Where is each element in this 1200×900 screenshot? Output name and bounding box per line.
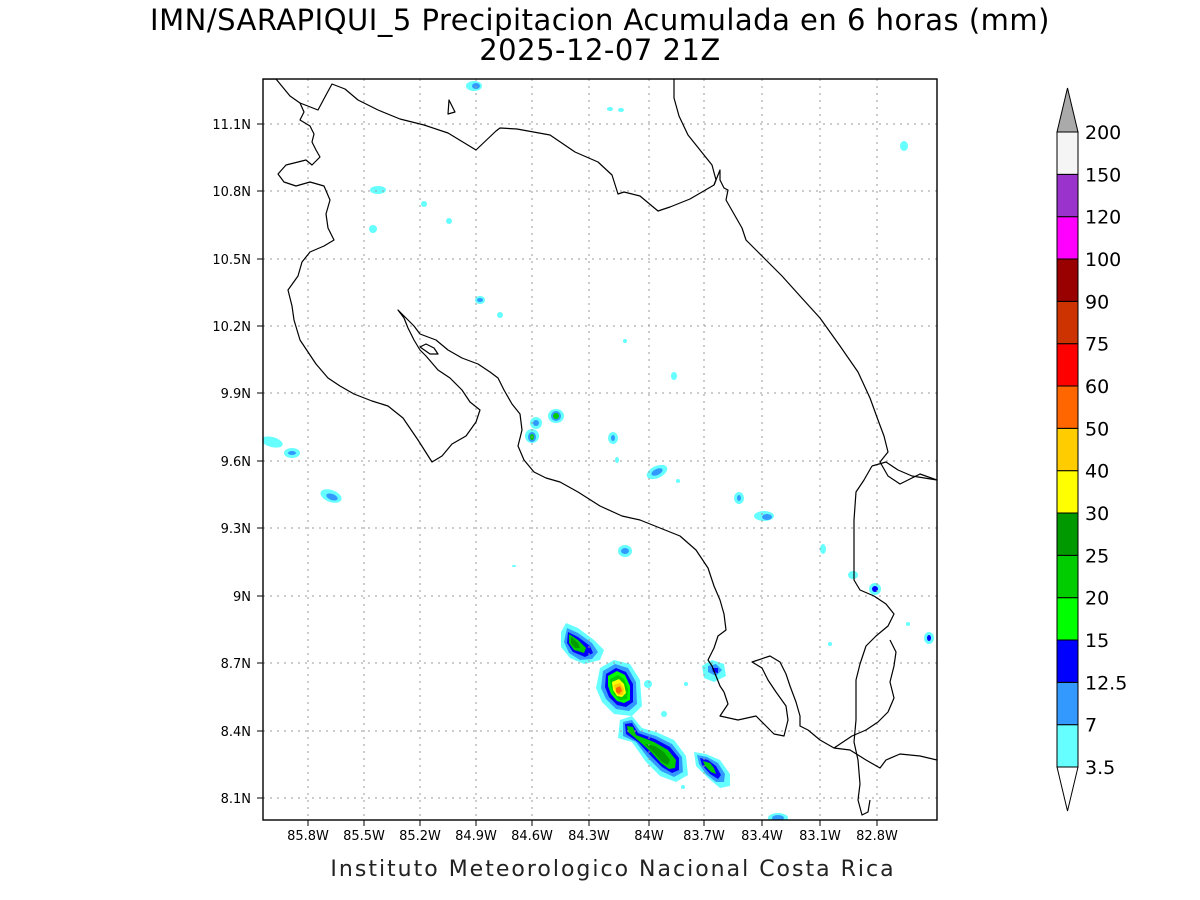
pacific-coast-north	[263, 79, 727, 693]
rain-cell-burica	[694, 752, 730, 788]
lon-tick-label: 84.3W	[568, 829, 610, 844]
lat-tick-label: 11.1N	[212, 118, 251, 133]
lon-tick-label: 84.6W	[511, 829, 553, 844]
lon-tick-labels: 85.8W 85.5W 85.2W 84.9W 84.6W 84.3W 84W 83.7W 83…	[287, 820, 898, 844]
lat-tick-label: 9.9N	[221, 387, 251, 402]
lon-tick-label: 83.7W	[683, 829, 725, 844]
colorbar-swatch	[1056, 343, 1079, 387]
rain-cell-osa-north	[561, 623, 604, 664]
lon-tick-label: 84W	[634, 829, 664, 844]
colorbar-swatch	[1056, 724, 1079, 768]
colorbar-swatch	[1056, 681, 1079, 726]
colorbar-label: 40	[1085, 461, 1109, 483]
lon-tick-label: 83.4W	[741, 829, 783, 844]
lat-tick-label: 10.2N	[212, 320, 251, 335]
colorbar-label: 20	[1085, 588, 1109, 610]
lat-tick-labels: 11.1N 10.8N 10.5N 10.2N 9.9N 9.6N 9.3N 9N 8.7N 8.…	[212, 118, 263, 807]
colorbar-swatch	[1056, 554, 1079, 599]
rain-cell-south-pacific	[618, 716, 688, 782]
lon-tick-label: 85.2W	[399, 829, 441, 844]
lat-tick-label: 8.4N	[221, 725, 251, 740]
colorbar-label: 30	[1085, 503, 1109, 525]
pacific-coast-south	[719, 655, 937, 769]
burica-coast	[853, 741, 871, 816]
lat-tick-label: 8.1N	[221, 792, 251, 807]
colorbar-label: 120	[1085, 207, 1121, 229]
colorbar-lower-arrow	[1056, 766, 1079, 812]
precipitation-field	[263, 81, 934, 820]
map-valid-time: 2025-12-07 21Z	[479, 33, 721, 67]
lat-tick-label: 8.7N	[221, 657, 251, 672]
colorbar-label: 150	[1085, 164, 1121, 186]
lon-tick-label: 82.8W	[856, 829, 898, 844]
colorbar-swatch	[1056, 512, 1079, 556]
footer-credit: Instituto Meteorologico Nacional Costa R…	[330, 857, 896, 882]
colorbar-swatch	[1056, 427, 1079, 472]
caribbean-coast	[713, 169, 937, 485]
coastline	[263, 79, 937, 816]
colorbar-swatch	[1056, 173, 1079, 218]
colorbar-swatch	[1056, 385, 1079, 429]
lat-tick-label: 9.6N	[221, 455, 251, 470]
lon-tick-label: 85.8W	[287, 829, 329, 844]
colorbar-label: 25	[1085, 545, 1109, 567]
map-frame	[262, 78, 938, 821]
colorbar-upper-arrow	[1056, 87, 1079, 133]
lon-tick-label: 83.1W	[799, 829, 841, 844]
colorbar-swatch	[1056, 597, 1079, 641]
lat-tick-label: 9.3N	[221, 522, 251, 537]
lat-tick-label: 10.5N	[212, 253, 251, 268]
colorbar-label: 60	[1085, 376, 1109, 398]
colorbar-swatch	[1056, 300, 1079, 345]
golfo-dulce	[833, 639, 897, 749]
colorbar-label: 3.5	[1085, 757, 1115, 779]
colorbar-swatch	[1056, 131, 1079, 175]
colorbar-label: 7	[1085, 715, 1097, 737]
colorbar-label: 12.5	[1085, 672, 1127, 694]
colorbar-label: 50	[1085, 418, 1109, 440]
colorbar-swatch	[1056, 258, 1079, 302]
nicaragua-lake-shore	[447, 99, 456, 115]
lat-tick-label: 10.8N	[212, 185, 251, 200]
colorbar-label: 200	[1085, 122, 1121, 144]
lat-tick-label: 9N	[233, 590, 251, 605]
map-grid	[263, 79, 937, 820]
colorbar-label: 90	[1085, 291, 1109, 313]
map-title: IMN/SARAPIQUI_5 Precipitacion Acumulada …	[150, 3, 1050, 37]
colorbar-label: 15	[1085, 630, 1109, 652]
nicoya-island	[419, 343, 439, 355]
colorbar-label: 100	[1085, 249, 1121, 271]
nicaragua-pacific-coast	[275, 79, 717, 212]
rain-scattered-cells	[263, 81, 934, 820]
colorbar: 3.5 7 12.5 15 20 25 30 40 50 60 75 90 100 120 150 200	[1056, 87, 1127, 812]
rain-cell-central-pacific	[596, 660, 642, 716]
colorbar-swatch	[1056, 216, 1079, 260]
panama-border	[853, 461, 937, 743]
lon-tick-label: 84.9W	[455, 829, 497, 844]
colorbar-swatch	[1056, 470, 1079, 514]
lon-tick-label: 85.5W	[343, 829, 385, 844]
colorbar-swatch	[1056, 639, 1079, 683]
colorbar-label: 75	[1085, 334, 1109, 356]
